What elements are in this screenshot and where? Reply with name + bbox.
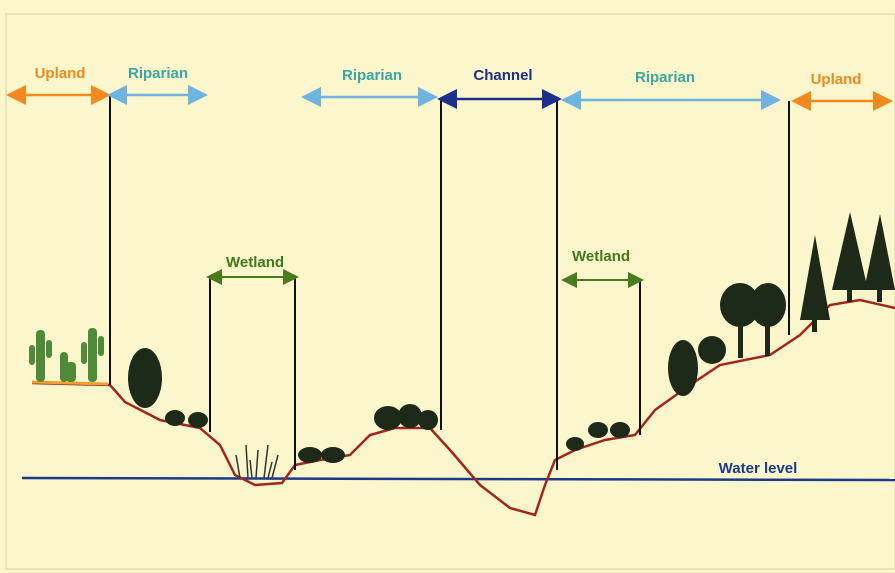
zone-label: Wetland	[572, 248, 630, 265]
zone-label: Riparian	[635, 69, 695, 86]
zone-label: Riparian	[342, 67, 402, 84]
page: {"zones": [ {"label": "Upland"}, {"label…	[0, 0, 895, 573]
zone-label: Upland	[35, 65, 86, 82]
water-level-label: Water level	[719, 460, 798, 477]
zone-label: Upland	[811, 71, 862, 88]
zone-label: Riparian	[128, 65, 188, 82]
diagram: Upland Riparian Riparian Channel Riparia…	[0, 0, 895, 573]
zone-label: Channel	[473, 67, 532, 84]
upland-ground	[32, 382, 108, 384]
zone-label: Wetland	[226, 254, 284, 271]
